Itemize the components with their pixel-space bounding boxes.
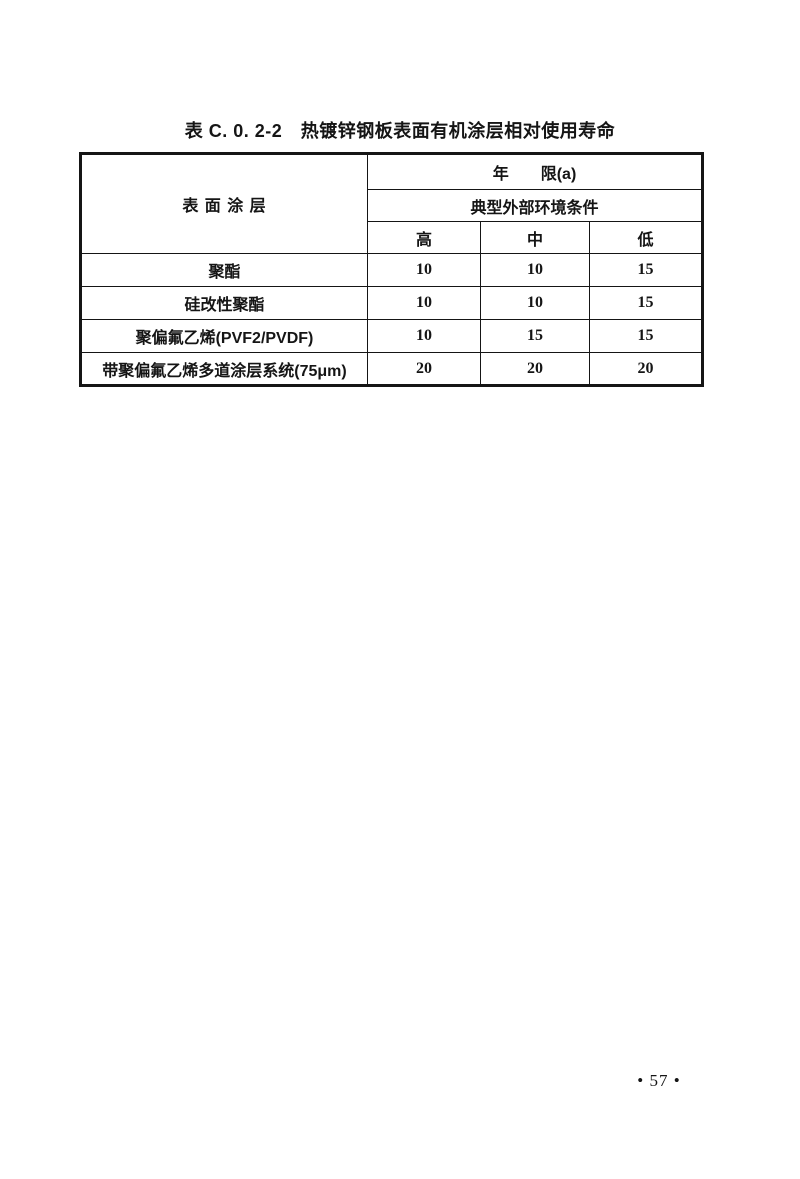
table-row: 聚酯 10 10 15 — [80, 253, 704, 287]
cell-value: 15 — [588, 286, 704, 320]
header-level-high: 高 — [367, 221, 481, 254]
cell-value: 20 — [480, 352, 590, 386]
header-year-limit: 年 限(a) — [366, 153, 704, 190]
header-level-medium: 中 — [480, 221, 590, 254]
cell-value: 20 — [367, 352, 481, 386]
table-row: 硅改性聚酯 10 10 15 — [80, 286, 704, 320]
cell-value: 15 — [588, 253, 704, 287]
header-level-low: 低 — [588, 221, 704, 254]
cell-value: 15 — [588, 319, 704, 353]
page-number: • 57 • — [637, 1071, 681, 1090]
cell-value: 15 — [480, 319, 590, 353]
header-environment-conditions: 典型外部环境条件 — [366, 189, 704, 222]
row-label-pvdf: 聚偏氟乙烯(PVF2/PVDF) — [80, 319, 368, 353]
cell-value: 10 — [480, 286, 590, 320]
cell-value: 10 — [367, 286, 481, 320]
table-row: 聚偏氟乙烯(PVF2/PVDF) 10 15 15 — [80, 319, 704, 353]
row-label-pvdf-multicoat-system: 带聚偏氟乙烯多道涂层系统(75μm) — [80, 352, 368, 386]
header-row-year-limit: 表 面 涂 层 年 限(a) — [80, 153, 704, 254]
cell-value: 10 — [480, 253, 590, 287]
header-row-environment: 典型外部环境条件 — [81, 189, 704, 222]
row-label-silicone-modified-polyester: 硅改性聚酯 — [80, 286, 368, 320]
header-surface-coating: 表 面 涂 层 — [80, 153, 368, 254]
header-row-levels: 高 中 低 — [81, 221, 704, 254]
cell-value: 20 — [588, 352, 704, 386]
cell-value: 10 — [367, 253, 481, 287]
table-row: 带聚偏氟乙烯多道涂层系统(75μm) 20 20 20 — [80, 352, 704, 386]
cell-value: 10 — [367, 319, 481, 353]
coating-service-life-table: 表 面 涂 层 年 限(a) 典型外部环境条件 高 中 低 聚酯 10 10 1… — [79, 152, 705, 387]
table-caption: 表 C. 0. 2-2 热镀锌钢板表面有机涂层相对使用寿命 — [184, 121, 616, 141]
row-label-polyester: 聚酯 — [80, 253, 368, 287]
